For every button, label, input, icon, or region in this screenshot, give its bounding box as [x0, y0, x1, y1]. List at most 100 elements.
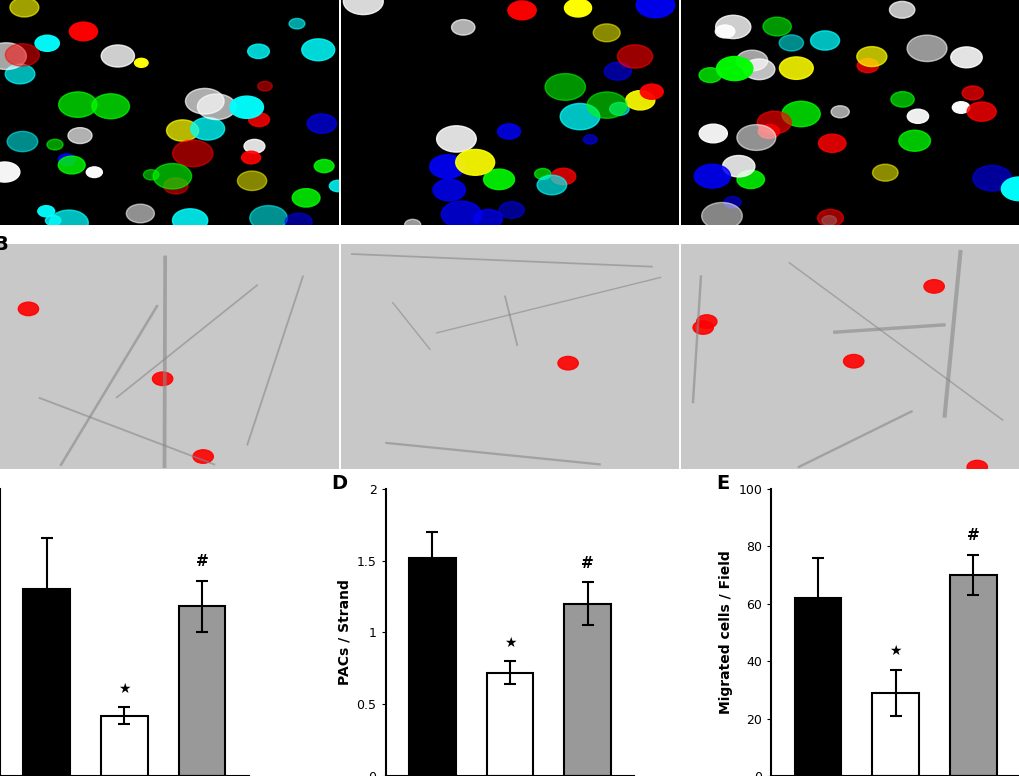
- Circle shape: [817, 134, 845, 152]
- Circle shape: [250, 206, 287, 230]
- Circle shape: [821, 216, 836, 225]
- Circle shape: [292, 189, 320, 207]
- Circle shape: [779, 57, 812, 79]
- Circle shape: [198, 94, 235, 120]
- Circle shape: [258, 81, 272, 91]
- Circle shape: [47, 139, 63, 150]
- Circle shape: [692, 320, 712, 334]
- Circle shape: [5, 43, 40, 66]
- Circle shape: [609, 102, 629, 116]
- Circle shape: [185, 88, 224, 114]
- Circle shape: [87, 167, 102, 178]
- Circle shape: [152, 372, 172, 386]
- Circle shape: [35, 35, 59, 51]
- Text: ★: ★: [118, 681, 130, 695]
- Circle shape: [163, 178, 187, 194]
- Circle shape: [432, 179, 465, 201]
- Circle shape: [1001, 177, 1019, 201]
- Circle shape: [721, 155, 754, 177]
- Circle shape: [229, 96, 263, 119]
- Bar: [949, 575, 996, 776]
- Circle shape: [191, 117, 224, 140]
- Circle shape: [817, 210, 843, 227]
- Circle shape: [557, 356, 578, 370]
- Text: #: #: [966, 528, 979, 543]
- Circle shape: [736, 125, 775, 151]
- Circle shape: [715, 16, 750, 39]
- Text: ★: ★: [889, 644, 901, 658]
- Circle shape: [756, 111, 791, 133]
- Circle shape: [782, 102, 819, 126]
- Circle shape: [906, 109, 927, 123]
- Text: B: B: [0, 235, 8, 255]
- Circle shape: [593, 24, 620, 42]
- Text: E: E: [715, 474, 729, 494]
- Circle shape: [144, 170, 159, 180]
- Circle shape: [559, 103, 599, 130]
- Circle shape: [68, 127, 92, 144]
- Circle shape: [0, 162, 19, 182]
- Bar: [486, 673, 533, 776]
- Circle shape: [714, 25, 734, 38]
- Circle shape: [715, 57, 752, 81]
- Circle shape: [153, 164, 192, 189]
- Circle shape: [966, 102, 996, 121]
- Bar: [564, 604, 610, 776]
- Circle shape: [307, 114, 336, 133]
- Circle shape: [694, 165, 730, 188]
- Circle shape: [696, 315, 716, 328]
- Circle shape: [0, 43, 26, 70]
- Text: A: A: [0, 0, 8, 1]
- Y-axis label: Migrated cells / Field: Migrated cells / Field: [718, 550, 732, 714]
- Circle shape: [898, 130, 929, 151]
- Circle shape: [625, 91, 654, 110]
- Bar: [794, 598, 841, 776]
- Circle shape: [135, 58, 148, 68]
- Text: D: D: [330, 474, 346, 494]
- Circle shape: [436, 126, 476, 152]
- Circle shape: [451, 19, 475, 35]
- Circle shape: [587, 92, 627, 118]
- Circle shape: [950, 47, 981, 68]
- Circle shape: [237, 171, 266, 190]
- Circle shape: [856, 47, 886, 67]
- Circle shape: [441, 201, 481, 228]
- Circle shape: [737, 171, 763, 189]
- Circle shape: [498, 202, 524, 218]
- Circle shape: [38, 206, 55, 217]
- Circle shape: [640, 84, 662, 99]
- Circle shape: [952, 102, 969, 113]
- Circle shape: [288, 19, 305, 29]
- Circle shape: [483, 169, 514, 189]
- Circle shape: [534, 168, 550, 179]
- Circle shape: [18, 302, 39, 316]
- Circle shape: [172, 209, 208, 232]
- Circle shape: [244, 140, 265, 153]
- Circle shape: [564, 0, 591, 17]
- Circle shape: [871, 165, 897, 181]
- Y-axis label: PACs / Strand: PACs / Strand: [336, 580, 351, 685]
- Circle shape: [972, 165, 1011, 191]
- Circle shape: [889, 2, 914, 18]
- Circle shape: [736, 50, 767, 71]
- Circle shape: [7, 131, 38, 151]
- Circle shape: [172, 140, 213, 167]
- Text: ★: ★: [503, 636, 516, 650]
- Circle shape: [285, 213, 312, 231]
- Circle shape: [50, 210, 89, 236]
- Text: #: #: [581, 556, 593, 570]
- Circle shape: [698, 124, 727, 143]
- Circle shape: [329, 180, 346, 192]
- Circle shape: [890, 92, 913, 107]
- Circle shape: [302, 39, 334, 61]
- Circle shape: [249, 113, 269, 126]
- Text: #: #: [196, 554, 208, 569]
- Circle shape: [405, 220, 420, 230]
- Circle shape: [961, 86, 982, 100]
- Circle shape: [810, 31, 839, 50]
- Circle shape: [248, 44, 269, 58]
- Circle shape: [58, 154, 75, 165]
- Circle shape: [843, 355, 863, 368]
- Circle shape: [701, 203, 742, 230]
- Circle shape: [544, 74, 585, 100]
